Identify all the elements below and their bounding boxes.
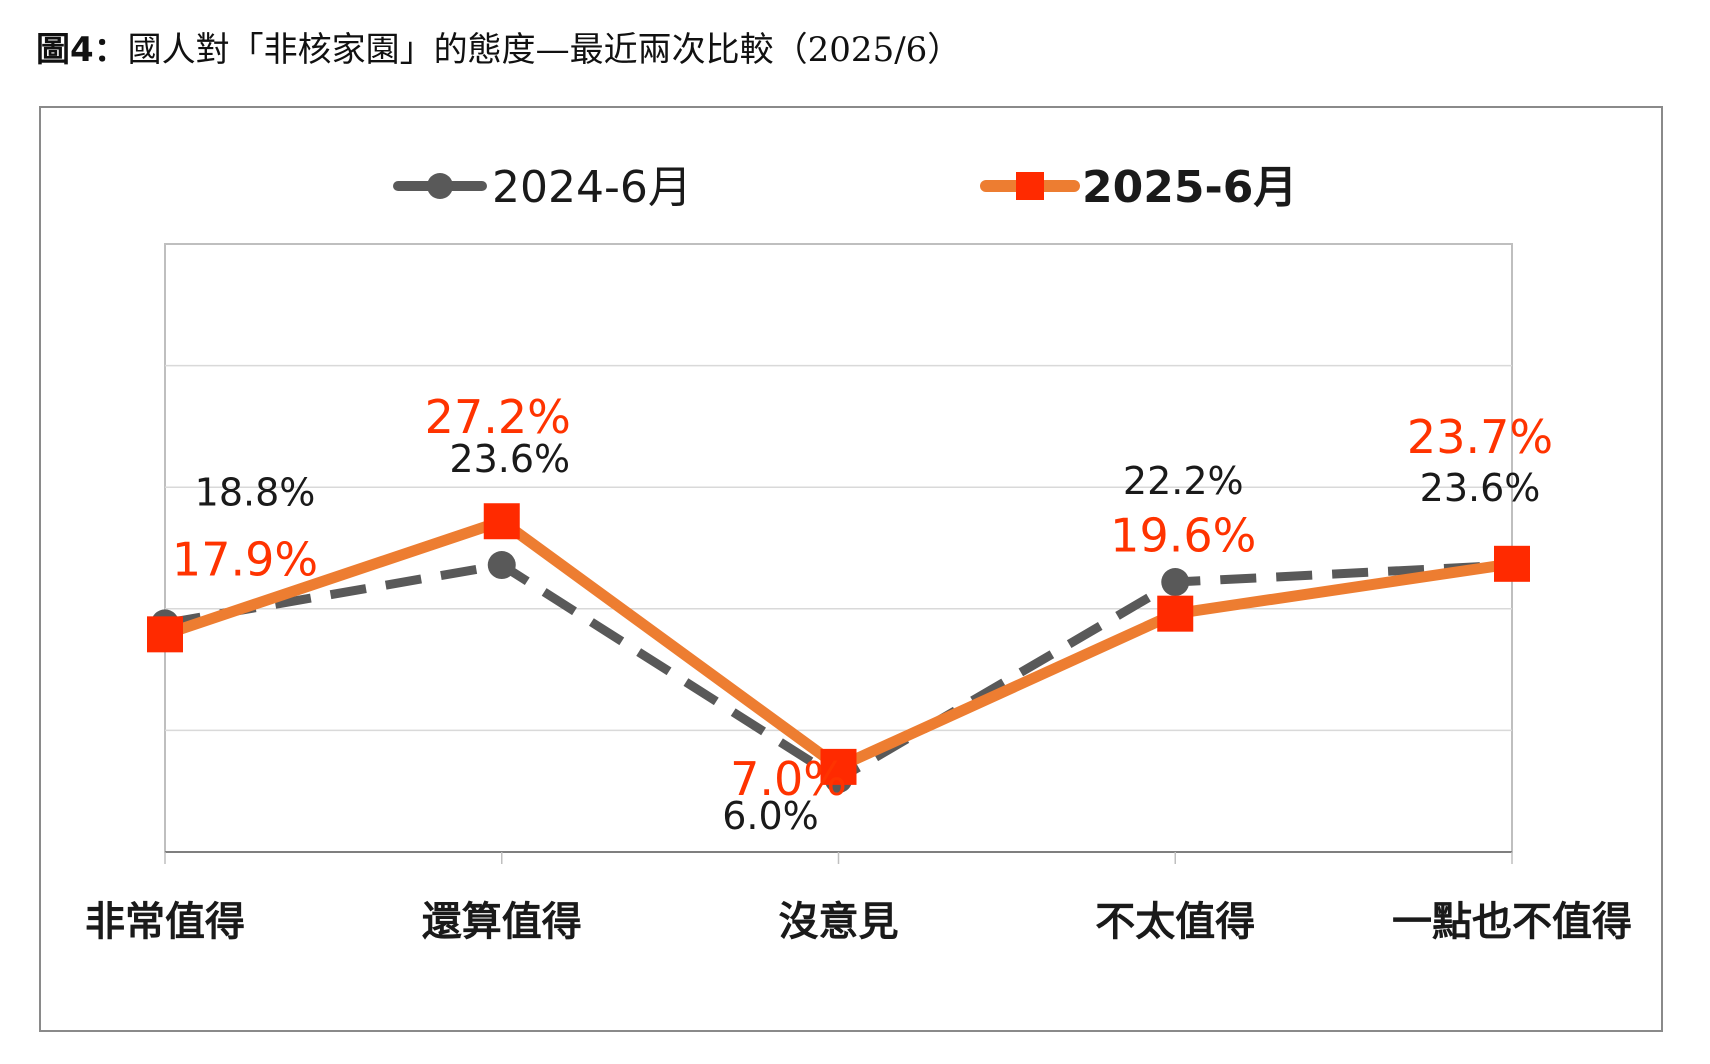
series-2024-data-label: 23.6%: [1420, 466, 1541, 510]
legend: 2024-6月 2025-6月: [393, 162, 1297, 213]
series-2024-data-label: 18.8%: [195, 470, 316, 514]
series-2025-data-label: 23.7%: [1407, 410, 1553, 464]
x-tick-label: 不太值得: [1095, 899, 1255, 945]
x-tick-label: 一點也不值得: [1392, 899, 1632, 945]
legend-2025-marker: [1016, 172, 1044, 200]
series-2024-point: [1161, 568, 1190, 597]
series-2025-point: [147, 616, 183, 653]
figure-title-text: 國人對「非核家園」的態度—最近兩次比較（2025/6）: [127, 30, 962, 70]
figure-number: 圖4：: [36, 30, 128, 70]
series-2024-data-label: 22.2%: [1123, 459, 1244, 503]
series-2025-point: [1157, 595, 1194, 632]
legend-2024-marker: [427, 173, 453, 199]
series-2025-point: [820, 748, 857, 785]
chart-frame: [39, 106, 1663, 1032]
legend-2025-label: 2025-6月: [1082, 162, 1297, 213]
series-2025-data-label: 7.0%: [730, 752, 847, 806]
legend-2024-label: 2024-6月: [492, 162, 692, 213]
series-2025-point: [483, 503, 520, 540]
x-tick-label: 還算值得: [422, 899, 582, 945]
figure-title: 圖4：國人對「非核家園」的態度—最近兩次比較（2025/6）: [36, 22, 961, 71]
series-2024-point: [487, 551, 516, 580]
series-2024-data-label: 23.6%: [449, 437, 570, 481]
series-2024-data-label: 6.0%: [722, 794, 819, 838]
series-2025-point: [1494, 545, 1530, 582]
series-2025-data-label: 27.2%: [425, 390, 571, 444]
series-2025-data-label: 19.6%: [1110, 509, 1256, 563]
x-tick-label: 沒意見: [779, 899, 899, 945]
x-tick-label: 非常值得: [85, 899, 245, 945]
series-2025-data-label: 17.9%: [172, 532, 318, 586]
